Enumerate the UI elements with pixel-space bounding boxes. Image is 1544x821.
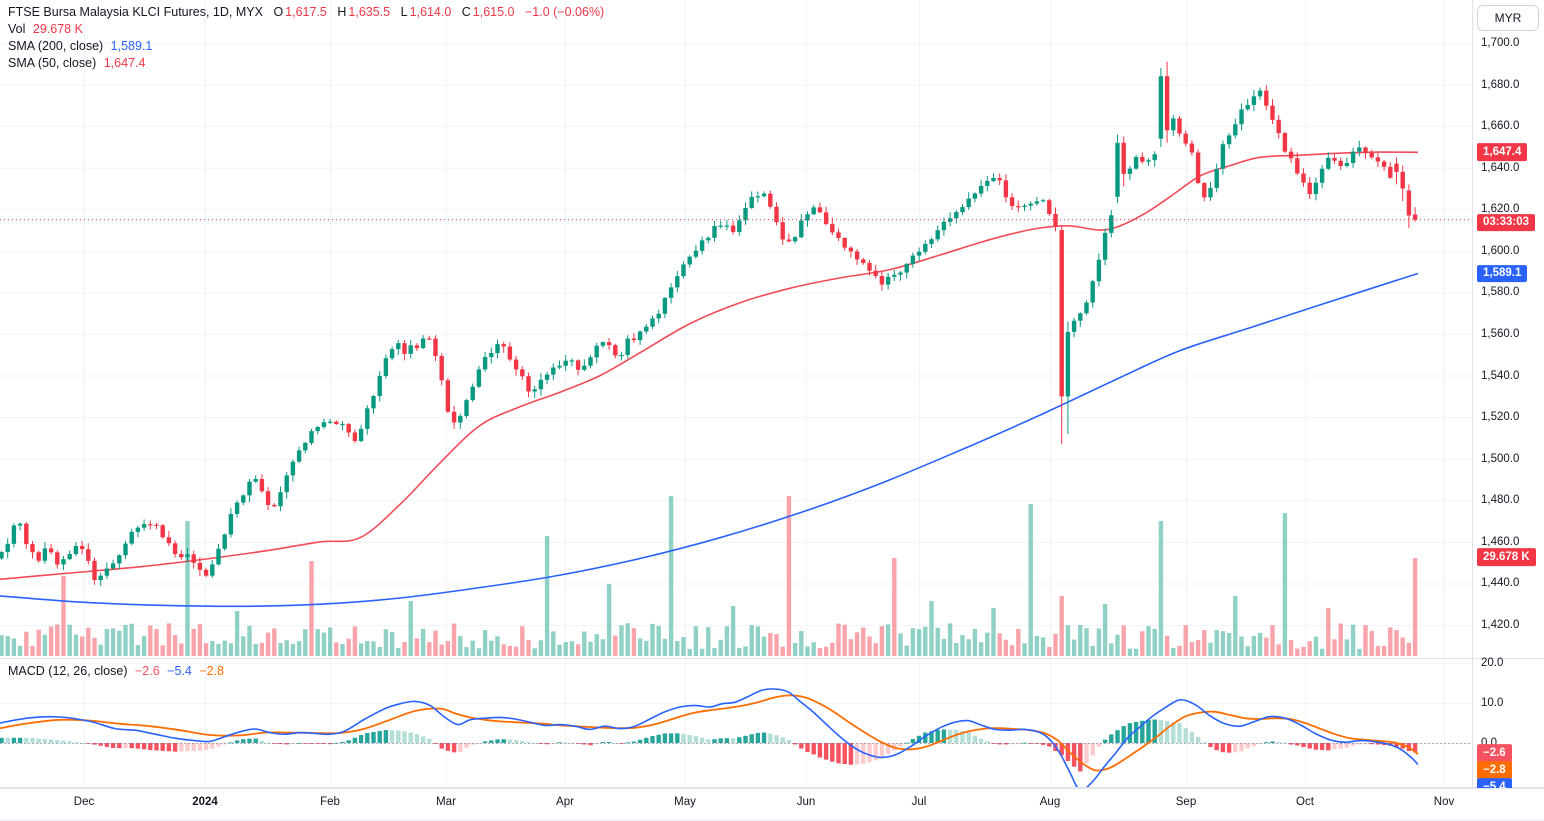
volume-value-badge: 29.678 K [1477,548,1536,566]
time-axis-label: Apr [556,796,574,808]
time-axis-label: Jun [796,796,816,808]
close-value: 1,615.0 [472,5,515,19]
sma200-label: SMA (200, close) [8,39,104,53]
time-axis-label: Oct [1296,796,1314,808]
price-axis-label: 1,520.0 [1481,411,1520,424]
sma50-legend-row[interactable]: SMA (50, close) 1,647.4 [8,55,604,71]
price-axis-label: 1,680.0 [1481,78,1520,91]
time-axis-label: Sep [1175,796,1197,808]
time-axis-label: May [674,796,696,808]
time-axis-label: Jul [911,796,927,808]
sma50-label: SMA (50, close) [8,56,97,70]
price-axis-label: 1,480.0 [1481,494,1520,507]
change-value: −1.0 (−0.06%) [525,5,605,19]
sma200-value: 1,589.1 [110,39,153,53]
sma200-value-badge: 1,589.1 [1477,264,1528,283]
high-value: 1,635.5 [348,5,391,19]
close-label: C [461,5,471,19]
open-value: 1,617.5 [285,5,327,19]
price-axis-label: 1,640.0 [1481,161,1520,174]
countdown-badge: 03:33:03 [1477,213,1536,232]
macd-axis-label: 10.0 [1481,697,1504,709]
price-axis-label: 1,440.0 [1481,577,1520,590]
macd-hist-value: −2.6 [134,664,160,678]
time-axis-label: Feb [320,796,340,808]
volume-legend-row[interactable]: Vol 29.678 K [8,21,604,37]
low-value: 1,614.0 [409,5,452,19]
macd-signal-badge: −2.8 [1477,761,1512,780]
macd-signal-value: −2.8 [199,664,224,678]
price-axis-label: 1,700.0 [1481,37,1520,49]
symbol-title: FTSE Bursa Malaysia KLCI Futures, 1D, MY… [8,5,263,19]
price-axis-label: 1,660.0 [1481,120,1520,133]
low-label: L [400,5,408,19]
macd-legend-row[interactable]: MACD (12, 26, close) −2.6 −5.4 −2.8 [8,664,224,678]
time-axis-label: Nov [1433,796,1455,808]
sma50-value: 1,647.4 [103,56,146,70]
sma200-legend-row[interactable]: SMA (200, close) 1,589.1 [8,38,604,54]
open-label: O [273,5,284,19]
high-label: H [337,5,347,19]
time-axis-label: 2024 [192,796,218,808]
currency-toggle-button[interactable]: MYR [1477,5,1539,31]
macd-label: MACD (12, 26, close) [8,664,128,678]
price-axis-label: 1,420.0 [1481,619,1520,631]
price-axis-label: 1,540.0 [1481,369,1520,382]
macd-hist-badge: −2.6 [1477,744,1512,763]
price-axis-label: 1,460.0 [1481,535,1520,548]
macd-line-value: −5.4 [167,664,192,678]
volume-label: Vol [8,22,26,36]
chart-legend: FTSE Bursa Malaysia KLCI Futures, 1D, MY… [8,4,604,72]
price-axis-label: 1,560.0 [1481,328,1520,340]
time-axis[interactable]: Dec 2024 Feb Mar Apr May Jun Jul Aug Sep Oct Nov [0,788,1544,821]
price-axis-label: 1,580.0 [1481,286,1520,299]
time-axis-label: Dec [73,796,95,808]
volume-value: 29.678 K [32,22,83,36]
price-axis-label: 1,620.0 [1481,203,1520,216]
price-axis-label: 1,500.0 [1481,452,1520,465]
time-axis-label: Mar [436,796,456,808]
price-axis-label: 1,600.0 [1481,244,1520,257]
sma50-value-badge: 1,647.4 [1477,143,1528,162]
macd-axis-label: 20.0 [1481,657,1504,669]
symbol-legend-row[interactable]: FTSE Bursa Malaysia KLCI Futures, 1D, MY… [8,4,604,20]
time-axis-label: Aug [1039,796,1061,808]
